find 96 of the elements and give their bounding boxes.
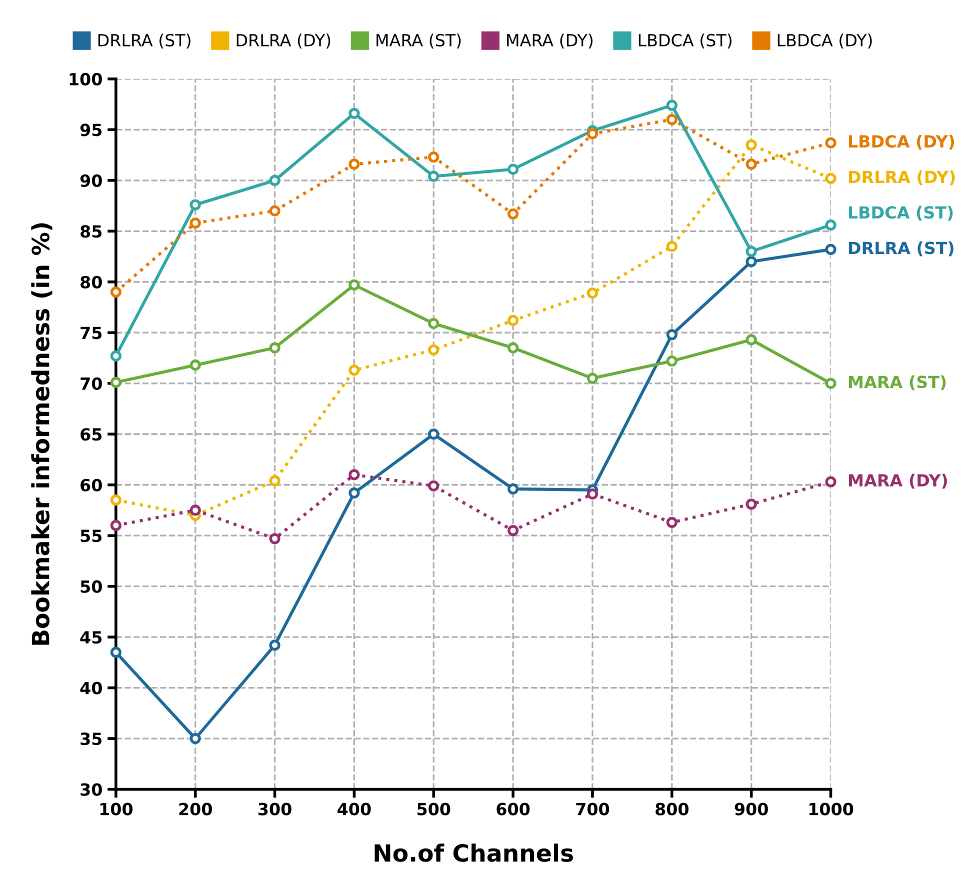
- point: [746, 158, 757, 170]
- point: [110, 646, 122, 658]
- legend-label: MARA (ST): [376, 34, 461, 48]
- text: LBDCA (ST): [848, 206, 953, 221]
- point: [507, 524, 519, 536]
- point: [190, 199, 201, 210]
- y-tick-label: 45: [80, 631, 102, 644]
- point: [428, 480, 440, 492]
- point: [110, 350, 122, 362]
- point: [348, 158, 360, 170]
- y-tick-label: 90: [80, 174, 102, 187]
- y-tick-label: 40: [80, 682, 102, 694]
- point: [507, 483, 519, 494]
- y-tick-label: 100: [70, 72, 102, 86]
- y-tick-label: 60: [80, 478, 102, 492]
- y-tick-label: 80: [80, 276, 102, 288]
- point: [666, 355, 678, 367]
- point: [348, 279, 360, 290]
- y-tick-label: 50: [80, 580, 102, 593]
- point: [190, 217, 201, 229]
- y-tick-label: 75: [80, 326, 102, 340]
- text: MARA (ST): [848, 375, 946, 390]
- text: MARA (DY): [848, 474, 947, 489]
- point: [110, 376, 122, 388]
- point: [428, 344, 440, 356]
- x-tick-label: 500: [418, 802, 450, 816]
- legend-label: MARA (DY): [507, 34, 592, 48]
- point: [348, 469, 360, 480]
- point: [825, 244, 836, 255]
- y-tick-label: 55: [80, 530, 102, 542]
- point: [666, 100, 678, 111]
- point: [428, 318, 440, 330]
- legend-label: LBDCA (DY): [778, 34, 872, 48]
- text: DRLRA (ST): [848, 241, 954, 256]
- point: [825, 476, 836, 488]
- point: [348, 487, 360, 499]
- x-tick-label: 900: [734, 802, 768, 816]
- point: [825, 220, 836, 231]
- point: [666, 240, 678, 252]
- x-tick-label: 400: [338, 802, 371, 816]
- point: [666, 114, 678, 126]
- text: DRLRA (DY): [848, 170, 955, 186]
- x-tick-label: 100: [100, 802, 133, 816]
- point: [586, 288, 598, 299]
- point: [428, 428, 440, 440]
- point: [825, 172, 836, 184]
- y-tick-label: 70: [80, 377, 102, 390]
- point: [348, 364, 360, 376]
- legend-label: DRLRA (DY): [236, 34, 330, 48]
- point: [507, 208, 519, 220]
- point: [746, 334, 757, 346]
- point: [428, 170, 440, 182]
- point: [746, 498, 757, 510]
- y-tick-label: 85: [80, 225, 102, 238]
- x-tick-label: 1000: [809, 802, 854, 816]
- y-tick-label: 35: [80, 732, 102, 746]
- y-tick-label: 30: [80, 783, 102, 796]
- legend-label: LBDCA (ST): [638, 34, 732, 48]
- point: [746, 246, 757, 258]
- point: [428, 152, 440, 163]
- legend-label: DRLRA (ST): [98, 34, 190, 48]
- point: [666, 329, 678, 340]
- y-tick-label: 65: [80, 428, 102, 441]
- point: [269, 533, 280, 544]
- x-axis-title: No.of Channels: [374, 844, 573, 862]
- point: [586, 128, 598, 140]
- x-tick-label: 600: [496, 802, 530, 816]
- point: [269, 174, 280, 186]
- point: [507, 342, 519, 354]
- point: [269, 205, 280, 216]
- y-axis-title: Bookmaker informedness (in %): [31, 223, 52, 645]
- point: [507, 164, 519, 175]
- x-tick-label: 800: [656, 802, 689, 816]
- point: [110, 286, 122, 298]
- point: [269, 342, 280, 354]
- x-tick-label: 700: [576, 802, 610, 816]
- point: [746, 139, 757, 150]
- point: [507, 314, 519, 326]
- point: [110, 520, 122, 532]
- point: [825, 378, 836, 389]
- x-tick-label: 200: [179, 802, 212, 816]
- point: [348, 108, 360, 119]
- point: [190, 360, 201, 371]
- point: [190, 733, 201, 744]
- text: LBDCA (DY): [848, 134, 954, 150]
- point: [586, 372, 598, 384]
- point: [825, 137, 836, 148]
- point: [190, 504, 201, 516]
- point: [746, 256, 757, 268]
- point: [269, 475, 280, 486]
- point: [269, 640, 280, 651]
- point: [110, 494, 122, 506]
- y-tick-label: 95: [80, 124, 102, 136]
- point: [666, 516, 678, 528]
- point: [586, 488, 598, 500]
- x-tick-label: 300: [258, 802, 292, 816]
